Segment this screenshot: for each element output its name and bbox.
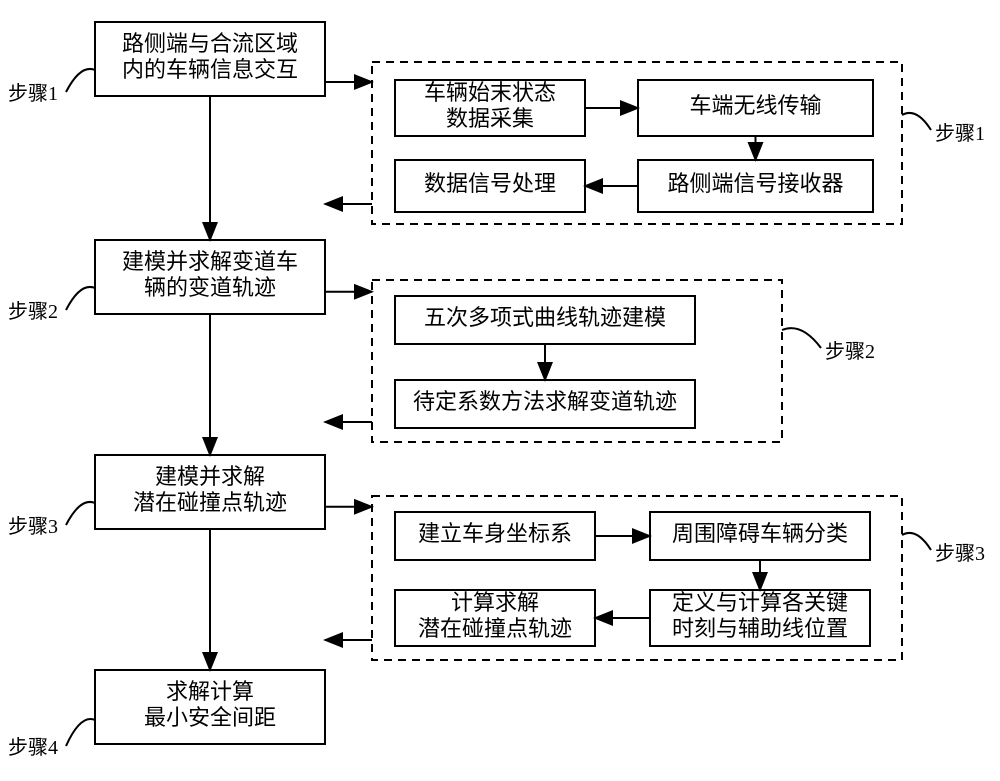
group-label-G1: 步骤1 bbox=[935, 122, 985, 145]
box-text-G3d-0: 计算求解 bbox=[451, 590, 539, 615]
step-label-SL3: 步骤3 bbox=[8, 515, 58, 538]
group-curve-G2 bbox=[782, 328, 821, 348]
group-label-G3: 步骤3 bbox=[935, 542, 985, 565]
box-text-G1c-0: 数据信号处理 bbox=[424, 171, 556, 196]
box-text-L4-1: 最小安全间距 bbox=[144, 705, 276, 730]
box-text-L4-0: 求解计算 bbox=[166, 679, 254, 704]
box-text-G3c-0: 定义与计算各关键 bbox=[672, 590, 848, 615]
group-label-G2: 步骤2 bbox=[825, 340, 875, 363]
step-label-SL1: 步骤1 bbox=[8, 82, 58, 105]
box-text-L1-1: 内的车辆信息交互 bbox=[122, 57, 298, 82]
box-text-L2-0: 建模并求解变道车 bbox=[122, 249, 298, 274]
group-curve-G1 bbox=[902, 113, 931, 130]
box-text-L2-1: 辆的变道轨迹 bbox=[144, 275, 276, 300]
step-label-SL4: 步骤4 bbox=[8, 736, 58, 759]
step-curve-SL1 bbox=[66, 69, 95, 92]
box-text-L3-0: 建模并求解 bbox=[155, 464, 265, 489]
box-text-L1-0: 路侧端与合流区域 bbox=[122, 31, 298, 56]
box-text-G1d-0: 路侧端信号接收器 bbox=[667, 171, 843, 196]
box-text-G1b-0: 车端无线传输 bbox=[689, 93, 821, 118]
box-text-G2a-0: 五次多项式曲线轨迹建模 bbox=[424, 305, 666, 330]
step-curve-SL3 bbox=[66, 502, 95, 525]
box-text-G2b-0: 待定系数方法求解变道轨迹 bbox=[413, 389, 677, 414]
step-curve-SL4 bbox=[66, 719, 95, 746]
box-text-L3-1: 潜在碰撞点轨迹 bbox=[133, 490, 287, 515]
step-label-SL2: 步骤2 bbox=[8, 300, 58, 323]
group-curve-G3 bbox=[902, 533, 931, 550]
step-curve-SL2 bbox=[66, 287, 95, 310]
box-text-G3a-0: 建立车身坐标系 bbox=[418, 521, 572, 546]
box-text-G3b-0: 周围障碍车辆分类 bbox=[672, 521, 848, 546]
box-text-G1a-1: 数据采集 bbox=[446, 106, 534, 131]
box-text-G1a-0: 车辆始末状态 bbox=[424, 80, 556, 105]
box-text-G3d-1: 潜在碰撞点轨迹 bbox=[418, 616, 572, 641]
box-text-G3c-1: 时刻与辅助线位置 bbox=[672, 616, 848, 641]
